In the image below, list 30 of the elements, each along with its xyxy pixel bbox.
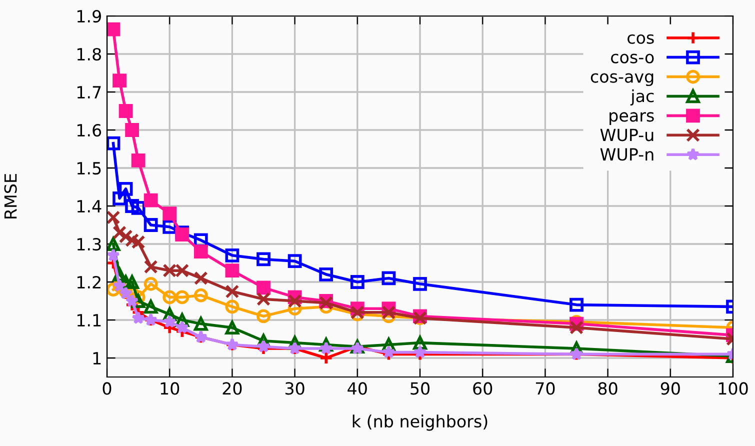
legend-label: cos	[628, 34, 654, 44]
x-tick-label: 30	[285, 382, 304, 395]
legend-label: WUP-n	[600, 148, 654, 161]
y-tick-label: 1.6	[77, 124, 102, 137]
y-tick-label: 1	[93, 352, 101, 364]
x-tick-label: 80	[598, 382, 618, 395]
x-tick-label: 60	[473, 382, 492, 395]
x-tick-label: 0	[102, 382, 112, 395]
y-tick-label: 1.5	[77, 162, 101, 175]
legend-label: WUP-u	[600, 128, 654, 142]
y-tick-label: 1.3	[77, 238, 101, 251]
legend-label: cos-o	[611, 54, 654, 64]
y-tick-label: 1.7	[77, 86, 101, 98]
y-tick-label: 1.4	[77, 200, 102, 212]
x-tick-label: 10	[160, 382, 180, 395]
y-axis-title: RMSE	[4, 174, 17, 218]
y-tick-label: 1.8	[77, 48, 101, 61]
x-tick-label: 100	[718, 382, 748, 395]
y-tick-label: 1.9	[77, 10, 101, 23]
y-tick-label: 1.1	[77, 314, 101, 326]
legend-label: jac	[630, 89, 654, 106]
x-tick-label: 50	[410, 382, 430, 395]
legend-label: cos-avg	[590, 73, 654, 86]
y-tick-label: 1.2	[77, 276, 100, 288]
legend-label: pears	[610, 112, 654, 125]
x-tick-label: 40	[348, 382, 367, 395]
x-tick-label: 90	[660, 382, 680, 395]
x-axis-title: k (nb neighbors)	[352, 414, 488, 431]
x-tick-label: 20	[222, 382, 242, 395]
x-tick-label: 70	[536, 382, 555, 395]
